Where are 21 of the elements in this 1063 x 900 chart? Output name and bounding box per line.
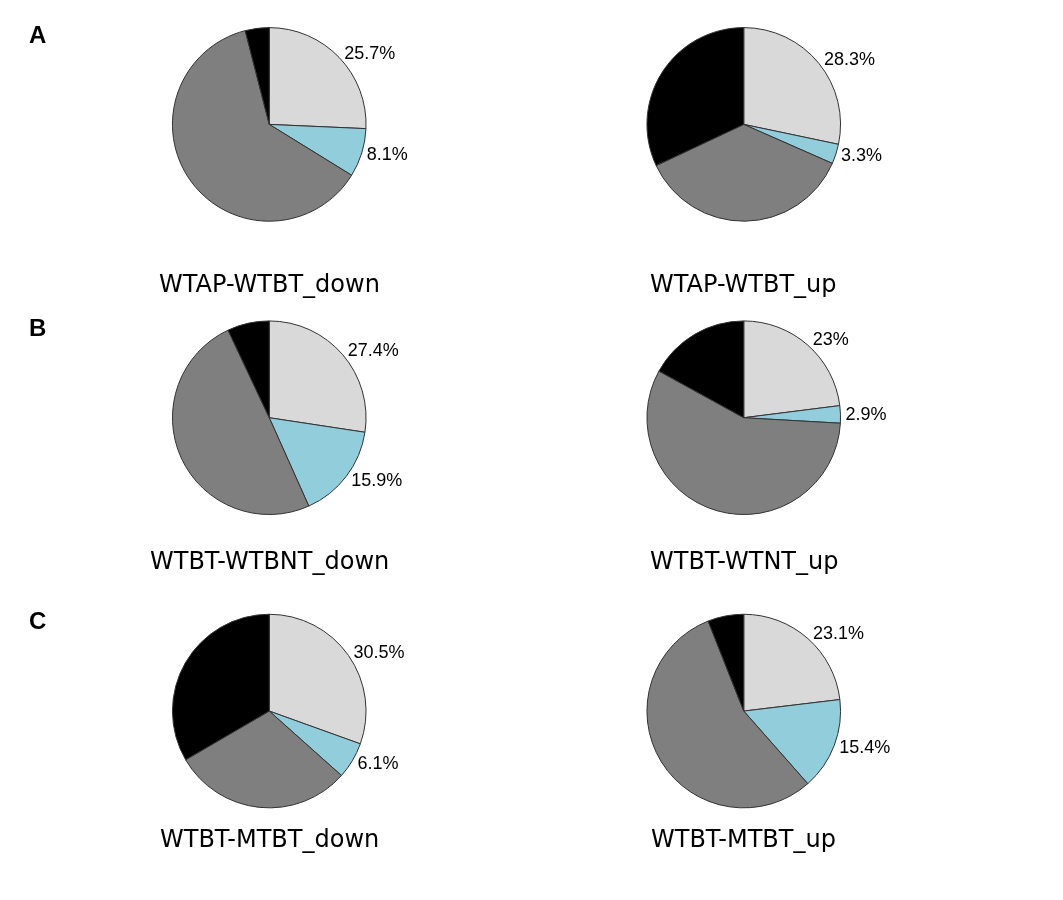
data-label: 23.1% <box>812 623 865 644</box>
text: WTBT-WTNT_up <box>650 547 839 575</box>
data-label: 23% <box>812 329 849 350</box>
text: C <box>29 607 47 634</box>
text: WTAP-WTBT_down <box>159 270 380 298</box>
data-label: 6.1% <box>357 753 399 774</box>
data-label: 3.3% <box>840 144 882 165</box>
data-label: 30.5% <box>353 642 405 663</box>
text: WTBT-MTBT_down <box>160 825 380 853</box>
text: WTAP-WTBT_up <box>650 270 837 298</box>
text: B <box>29 314 47 341</box>
text: WTBT-WTBNT_down <box>150 547 390 575</box>
data-label: 27.4% <box>347 340 399 361</box>
text: A <box>29 21 47 48</box>
data-label: 25.7% <box>344 42 396 63</box>
data-label: 15.4% <box>839 736 891 757</box>
data-label: 28.3% <box>823 49 875 70</box>
text: WTBT-MTBT_up <box>651 825 836 853</box>
data-label: 15.9% <box>351 470 403 490</box>
data-label: 8.1% <box>366 143 408 164</box>
data-label: 2.9% <box>845 404 887 425</box>
